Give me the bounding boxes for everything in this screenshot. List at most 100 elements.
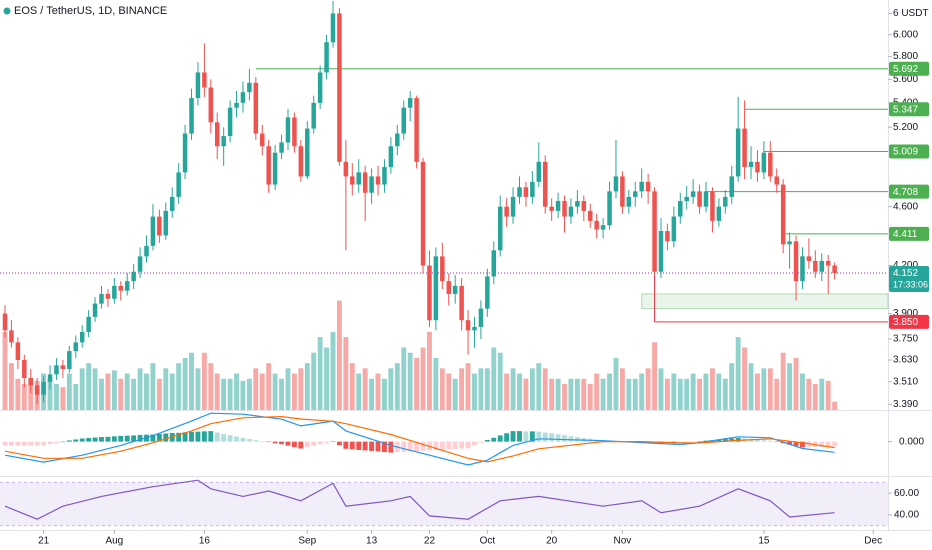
- candle-body: [214, 122, 220, 147]
- volume-bar: [812, 383, 818, 410]
- macd-histogram-bar: [787, 441, 793, 445]
- volume-bar: [60, 387, 66, 410]
- y-tick-label: 3.900: [893, 308, 918, 319]
- candle-body: [633, 191, 638, 197]
- macd-histogram-bar: [227, 435, 233, 442]
- volume-bar: [446, 373, 452, 410]
- volume-bar: [311, 352, 317, 410]
- macd-histogram-bar: [433, 441, 439, 450]
- volume-bar: [452, 378, 458, 410]
- macd-histogram-bar: [478, 441, 484, 443]
- volume-bar: [28, 378, 34, 410]
- macd-histogram-bar: [99, 437, 104, 442]
- volume-bar: [510, 368, 516, 410]
- rsi-band: [0, 482, 888, 526]
- candle-body: [34, 385, 40, 395]
- volume-bar: [382, 378, 387, 410]
- macd-histogram-bar: [439, 441, 445, 450]
- volume-bar: [182, 357, 188, 410]
- macd-histogram-bar: [349, 441, 355, 450]
- volume-bar: [54, 383, 59, 410]
- macd-histogram-bar: [716, 439, 722, 442]
- macd-histogram-bar: [420, 441, 426, 451]
- y-tick-label: 3.630: [893, 355, 918, 366]
- macd-histogram-bar: [253, 440, 259, 442]
- candle-body: [678, 201, 683, 217]
- macd-histogram-bar: [510, 431, 516, 442]
- volume-bar: [2, 331, 8, 410]
- volume-bar: [555, 378, 561, 410]
- candle-body: [337, 13, 342, 162]
- candle-body: [485, 276, 490, 309]
- candle-body: [240, 92, 246, 103]
- macd-histogram-bar: [189, 431, 194, 442]
- candle-body: [195, 72, 201, 99]
- macd-histogram-bar: [118, 435, 124, 442]
- macd-histogram-bar: [272, 441, 278, 444]
- volume-bar: [375, 373, 381, 410]
- macd-histogram-bar: [21, 441, 27, 446]
- level-label-box: [889, 144, 929, 159]
- volume-bar: [407, 352, 413, 410]
- macd-histogram-bar: [761, 440, 767, 442]
- level-label: 5.347: [893, 104, 918, 115]
- candle-body: [800, 256, 805, 282]
- macd-histogram-bar: [163, 433, 169, 442]
- candle-body: [362, 172, 368, 193]
- y-tick-label: 3.390: [893, 399, 918, 410]
- volume-bar: [658, 368, 664, 410]
- volume-bar: [742, 347, 748, 410]
- macd-histogram-bar: [517, 431, 522, 442]
- volume-bar: [118, 378, 124, 410]
- macd-histogram-bar: [240, 438, 246, 442]
- macd-histogram-bar: [131, 435, 137, 442]
- macd-histogram-bar: [369, 441, 375, 451]
- macd-histogram-bar: [73, 439, 79, 442]
- candle-body: [716, 206, 722, 221]
- volume-bar: [819, 378, 825, 410]
- x-tick-label: Dec: [864, 536, 882, 547]
- volume-bar: [613, 357, 619, 410]
- volume-bar: [478, 368, 484, 410]
- candle-body: [755, 161, 760, 173]
- zone: [641, 293, 889, 310]
- candle-body: [356, 172, 361, 185]
- candle-body: [555, 201, 561, 211]
- volume-bar: [439, 368, 445, 410]
- level-label-box: [889, 184, 929, 199]
- volume-bar: [574, 378, 580, 410]
- candle-body: [401, 107, 406, 134]
- volume-bar: [825, 380, 831, 410]
- candle-body: [748, 161, 754, 168]
- candle-body: [298, 146, 304, 177]
- macd-histogram-bar: [156, 433, 162, 442]
- macd-histogram-bar: [800, 441, 805, 448]
- volume-bar: [150, 363, 156, 410]
- volume-bar: [317, 337, 323, 410]
- candle-body: [150, 216, 156, 246]
- macd-histogram-bar: [336, 441, 342, 446]
- level-label: 3.850: [893, 317, 918, 328]
- volume-bar: [362, 368, 368, 410]
- macd-histogram-bar: [755, 439, 760, 442]
- macd-histogram-bar: [375, 441, 381, 452]
- volume-bar: [156, 378, 162, 410]
- macd-histogram-bar: [92, 437, 98, 442]
- candle-body: [124, 281, 130, 291]
- volume-bar: [549, 378, 555, 410]
- macd-histogram-bar: [722, 438, 728, 442]
- candle-body: [292, 117, 297, 147]
- volume-bar: [684, 378, 690, 410]
- candle-body: [652, 191, 657, 272]
- macd-histogram-bar: [234, 436, 239, 442]
- candle-body: [729, 176, 734, 197]
- candle-body: [86, 316, 91, 333]
- volume-bar: [800, 373, 805, 410]
- macd-histogram-bar: [47, 441, 53, 445]
- x-tick-label: Nov: [613, 536, 631, 547]
- candle-body: [247, 82, 252, 93]
- volume-bar: [671, 373, 677, 410]
- volume-bar: [99, 378, 104, 410]
- candle-body: [459, 285, 464, 321]
